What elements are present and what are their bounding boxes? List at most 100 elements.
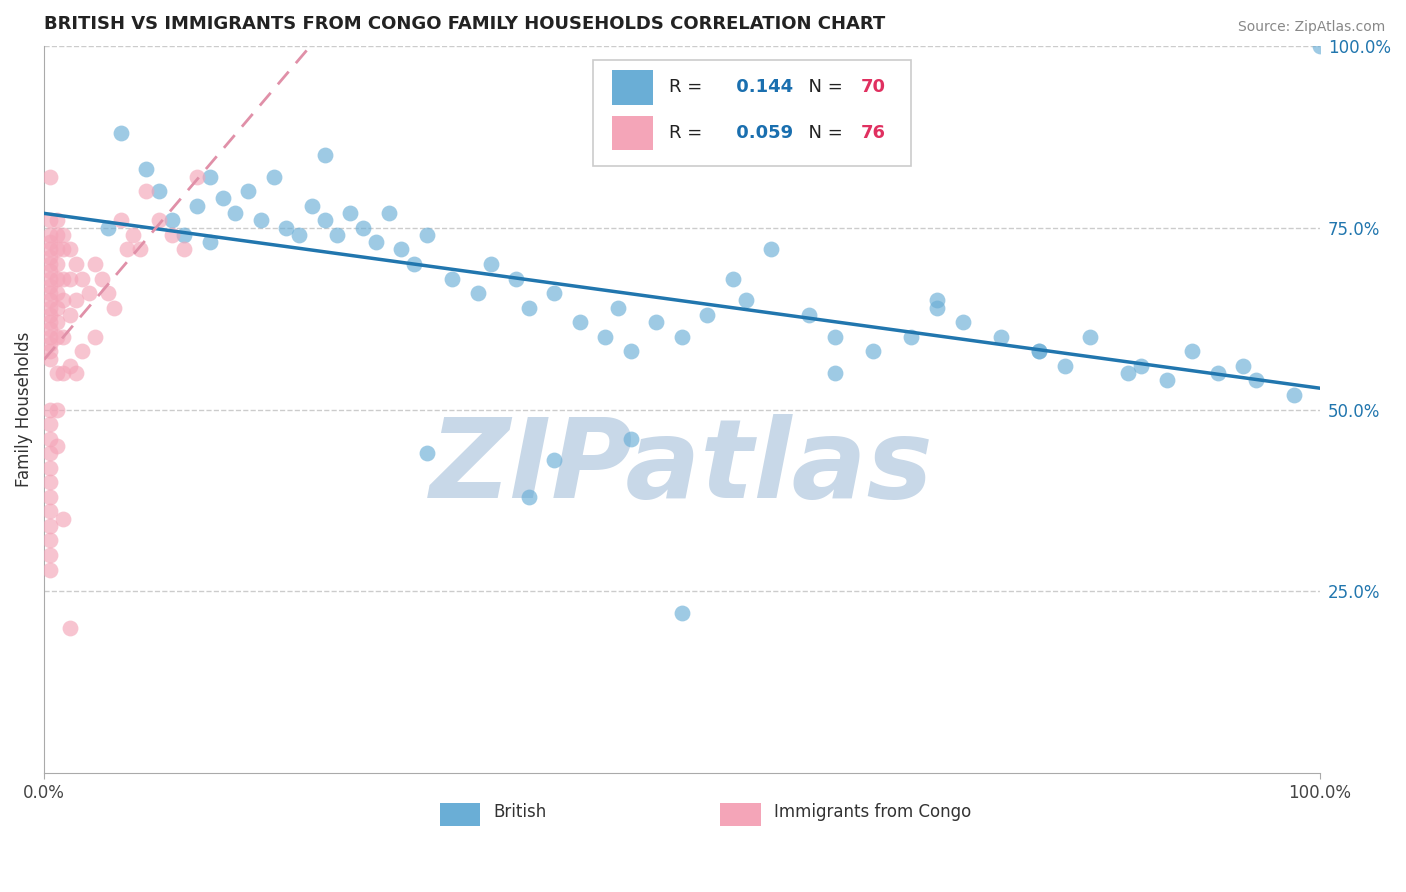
Point: [45, 286, 67, 301]
Point: [734, 293, 756, 308]
Point: [45, 330, 67, 344]
Point: [952, 315, 974, 329]
Text: British: British: [494, 803, 547, 821]
Point: [301, 199, 323, 213]
Point: [52, 271, 75, 285]
Point: [1244, 373, 1267, 387]
Point: [45, 227, 67, 242]
Point: [84, 330, 107, 344]
Point: [45, 271, 67, 285]
Point: [52, 243, 75, 257]
Text: Source: ZipAtlas.com: Source: ZipAtlas.com: [1237, 20, 1385, 34]
Point: [607, 301, 630, 315]
Point: [59, 621, 82, 635]
Point: [39, 169, 62, 184]
Point: [211, 192, 233, 206]
Point: [198, 169, 221, 184]
Y-axis label: Family Households: Family Households: [15, 332, 32, 487]
Point: [1118, 366, 1140, 380]
FancyBboxPatch shape: [612, 70, 652, 104]
Point: [135, 162, 157, 177]
Point: [352, 220, 374, 235]
Point: [925, 301, 948, 315]
Point: [39, 250, 62, 264]
Point: [250, 213, 273, 227]
Text: N =: N =: [797, 78, 848, 96]
Point: [160, 213, 183, 227]
Point: [173, 243, 195, 257]
Point: [543, 453, 565, 467]
Point: [72, 344, 94, 359]
Point: [314, 148, 336, 162]
Point: [39, 563, 62, 577]
Point: [862, 344, 884, 359]
Point: [696, 308, 718, 322]
Point: [45, 439, 67, 453]
Point: [39, 286, 62, 301]
Point: [1282, 388, 1305, 402]
Point: [1309, 38, 1331, 53]
Point: [39, 213, 62, 227]
Point: [39, 417, 62, 431]
Point: [671, 330, 693, 344]
Point: [1078, 330, 1101, 344]
Text: 0.059: 0.059: [730, 124, 793, 142]
Point: [1181, 344, 1204, 359]
Point: [52, 330, 75, 344]
Point: [115, 243, 138, 257]
Point: [135, 184, 157, 198]
Point: [1156, 373, 1178, 387]
Point: [39, 548, 62, 562]
Point: [900, 330, 922, 344]
Point: [39, 504, 62, 518]
Point: [620, 432, 643, 446]
Point: [238, 184, 260, 198]
Point: [263, 169, 285, 184]
Point: [1232, 359, 1254, 373]
Point: [1206, 366, 1229, 380]
Text: N =: N =: [797, 124, 848, 142]
Point: [52, 511, 75, 525]
Point: [39, 533, 62, 548]
Point: [45, 257, 67, 271]
Point: [39, 475, 62, 490]
Point: [39, 308, 62, 322]
Point: [543, 286, 565, 301]
Point: [39, 227, 62, 242]
Point: [389, 243, 412, 257]
Point: [925, 293, 948, 308]
Point: [59, 243, 82, 257]
Point: [148, 213, 170, 227]
Text: 76: 76: [860, 124, 886, 142]
Point: [148, 184, 170, 198]
Point: [416, 446, 439, 460]
Point: [39, 337, 62, 351]
Point: [59, 359, 82, 373]
Point: [1130, 359, 1153, 373]
Point: [52, 366, 75, 380]
Point: [90, 271, 112, 285]
Point: [39, 264, 62, 278]
Text: R =: R =: [669, 124, 709, 142]
Point: [721, 271, 744, 285]
Point: [377, 206, 399, 220]
Point: [59, 271, 82, 285]
Point: [39, 278, 62, 293]
Point: [97, 220, 120, 235]
Point: [198, 235, 221, 249]
Point: [122, 227, 145, 242]
Point: [39, 243, 62, 257]
Point: [39, 301, 62, 315]
FancyBboxPatch shape: [592, 61, 911, 166]
Point: [824, 330, 846, 344]
Point: [759, 243, 782, 257]
Point: [326, 227, 349, 242]
Point: [364, 235, 387, 249]
Point: [288, 227, 311, 242]
Point: [128, 243, 150, 257]
Point: [45, 243, 67, 257]
Point: [224, 206, 246, 220]
Point: [441, 271, 464, 285]
Point: [39, 446, 62, 460]
Point: [1028, 344, 1050, 359]
